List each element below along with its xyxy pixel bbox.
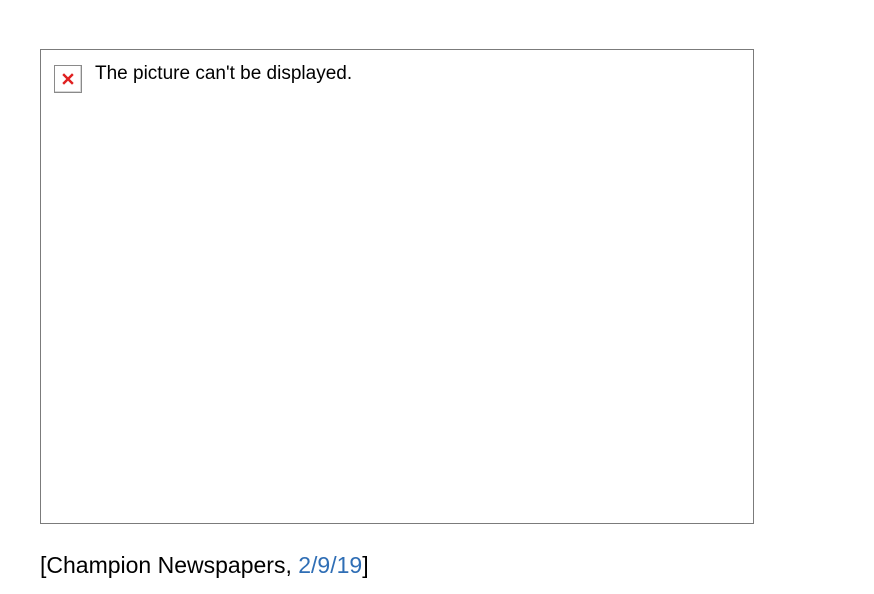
- caption-date-link[interactable]: 2/9/19: [298, 552, 363, 578]
- broken-image-icon: [54, 65, 82, 93]
- image-caption: [Champion Newspapers, 2/9/19]: [40, 552, 369, 578]
- image-alt-text: The picture can't be displayed.: [95, 63, 353, 84]
- caption-close-bracket: ]: [362, 552, 369, 578]
- caption-source: Champion Newspapers,: [46, 552, 299, 578]
- broken-image-placeholder: The picture can't be displayed.: [40, 49, 754, 524]
- caption-open-bracket: [: [40, 552, 47, 578]
